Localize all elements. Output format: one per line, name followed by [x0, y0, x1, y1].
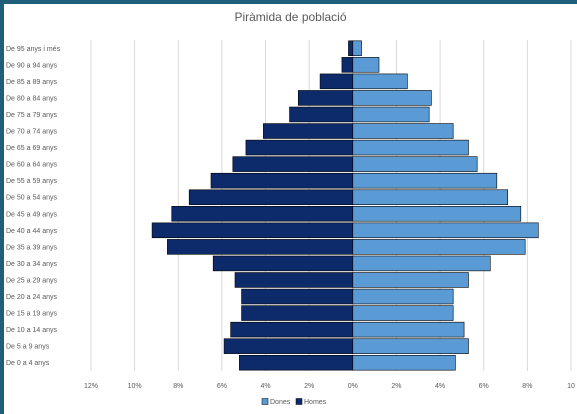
y-tick-label: De 35 a 39 anys — [6, 244, 57, 251]
bar-dones — [352, 239, 526, 255]
bar-dones — [352, 172, 498, 189]
x-tick-label: 4% — [260, 383, 270, 390]
bar-homes — [241, 288, 354, 305]
y-tick-label: De 25 a 29 anys — [6, 277, 57, 284]
y-tick-label: De 75 a 79 anys — [6, 112, 57, 119]
y-tick-label: De 0 a 4 anys — [6, 360, 50, 367]
legend-swatch-homes — [295, 398, 303, 405]
x-tick-label: 12% — [84, 383, 98, 390]
bar-homes — [171, 206, 354, 222]
bar-dones — [352, 73, 408, 90]
bar-dones — [352, 189, 509, 205]
y-tick-label: De 50 a 54 anys — [6, 195, 57, 202]
y-tick-label: De 20 a 24 anys — [6, 294, 57, 301]
y-tick-label: De 85 a 89 anys — [6, 79, 57, 86]
legend-label-homes: Homes — [304, 399, 327, 406]
y-tick-label: De 30 a 34 anys — [6, 261, 57, 268]
bar-homes — [210, 172, 354, 189]
y-tick-label: De 5 a 9 anys — [6, 344, 50, 351]
bar-homes — [341, 57, 354, 73]
chart-title: Piràmida de població — [234, 10, 347, 24]
x-tick-label: 8% — [522, 383, 532, 390]
bar-homes — [289, 106, 354, 123]
x-tick-label: 4% — [435, 383, 445, 390]
y-tick-label: De 60 a 64 anys — [6, 162, 57, 169]
bar-dones — [352, 305, 454, 321]
bar-homes — [188, 189, 354, 205]
x-tick-label: 6% — [217, 383, 227, 390]
y-tick-label: De 65 a 69 anys — [6, 145, 57, 152]
bar-dones — [352, 156, 478, 172]
x-tick-label: 6% — [479, 383, 489, 390]
y-tick-label: De 95 anys i més — [6, 46, 61, 53]
y-tick-label: De 90 a 94 anys — [6, 62, 57, 69]
y-tick-label: De 80 a 84 anys — [6, 95, 57, 102]
y-tick-label: De 55 a 59 anys — [6, 178, 57, 185]
bar-homes — [297, 90, 354, 106]
bar-homes — [167, 239, 354, 255]
y-tick-label: De 10 a 14 anys — [6, 327, 57, 334]
x-tick-label: 10% — [128, 383, 142, 390]
x-tick-label: 0% — [348, 383, 358, 390]
bar-dones — [352, 139, 469, 156]
bar-dones — [352, 123, 454, 139]
chart-frame: Piràmida de població 12% 10% 8% 6% 4% 2% 0% 2% 4… — [4, 4, 577, 414]
bar-dones — [352, 57, 380, 73]
y-tick-label: De 15 a 19 anys — [6, 311, 57, 318]
x-tick-label: 10 — [567, 383, 575, 390]
bar-homes — [234, 272, 354, 288]
x-tick-label: 2% — [391, 383, 401, 390]
bar-dones — [352, 255, 491, 272]
legend-label-dones: Dones — [270, 399, 291, 406]
bar-dones — [352, 272, 469, 288]
bar-dones — [352, 206, 522, 222]
bar-dones — [352, 40, 362, 57]
bar-homes — [223, 338, 354, 354]
legend-swatch-dones — [261, 398, 269, 405]
bar-homes — [241, 305, 354, 321]
bar-homes — [319, 73, 354, 90]
bar-dones — [352, 106, 430, 123]
y-tick-label: De 45 a 49 anys — [6, 211, 57, 218]
bar-dones — [352, 90, 432, 106]
bar-dones — [352, 354, 456, 371]
bar-homes — [151, 222, 354, 239]
bar-homes — [245, 139, 354, 156]
bar-dones — [352, 222, 539, 239]
bar-homes — [212, 255, 354, 272]
bar-homes — [230, 321, 354, 338]
x-tick-label: 8% — [173, 383, 183, 390]
population-pyramid-chart: 12% 10% 8% 6% 4% 2% 0% 2% 4% 6% 8% 10 De 95 anys i m… — [6, 40, 575, 406]
bar-homes — [348, 40, 354, 57]
bar-dones — [352, 288, 454, 305]
bar-homes — [232, 156, 354, 172]
bar-dones — [352, 321, 465, 338]
bar-homes — [239, 354, 354, 371]
bar-dones — [352, 338, 469, 354]
x-tick-label: 2% — [304, 383, 314, 390]
y-tick-label: De 40 a 44 anys — [6, 228, 57, 235]
bar-homes — [263, 123, 354, 139]
y-tick-label: De 70 a 74 anys — [6, 129, 57, 136]
